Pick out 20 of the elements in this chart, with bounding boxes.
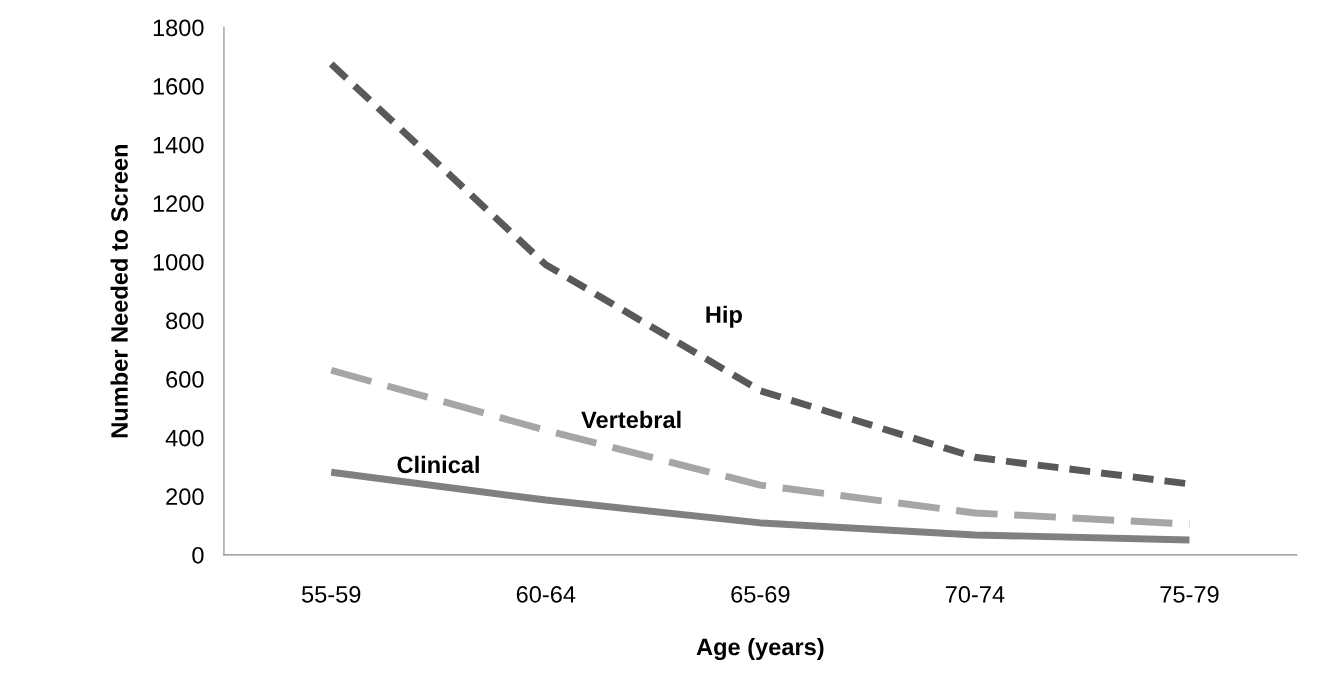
series-label: Clinical bbox=[397, 455, 479, 474]
x-tick-label: 55-59 bbox=[301, 586, 361, 603]
y-axis-title: Number Needed to Screen bbox=[110, 144, 128, 438]
y-tick-label: 1800 bbox=[153, 19, 204, 37]
series-label: Hip bbox=[706, 305, 742, 328]
y-tick-label: 1600 bbox=[153, 78, 204, 95]
y-tick-label: 0 bbox=[192, 546, 204, 564]
y-tick-label: 200 bbox=[166, 488, 204, 506]
y-tick-label: 800 bbox=[166, 312, 204, 330]
y-tick-label: 1000 bbox=[153, 253, 204, 271]
x-axis-title: Age (years) bbox=[696, 637, 824, 661]
x-tick-label: 70-74 bbox=[945, 586, 1005, 603]
x-tick-label: 65-69 bbox=[731, 586, 790, 603]
y-tick-label: 1200 bbox=[153, 195, 204, 212]
x-tick-label: 60-64 bbox=[516, 586, 576, 603]
y-tick-label: 600 bbox=[166, 371, 204, 388]
y-tick-label: 1400 bbox=[153, 136, 204, 154]
x-tick-label: 75-79 bbox=[1160, 586, 1219, 603]
y-tick-label: 400 bbox=[165, 429, 204, 447]
series-label: Vertebral bbox=[581, 410, 681, 429]
